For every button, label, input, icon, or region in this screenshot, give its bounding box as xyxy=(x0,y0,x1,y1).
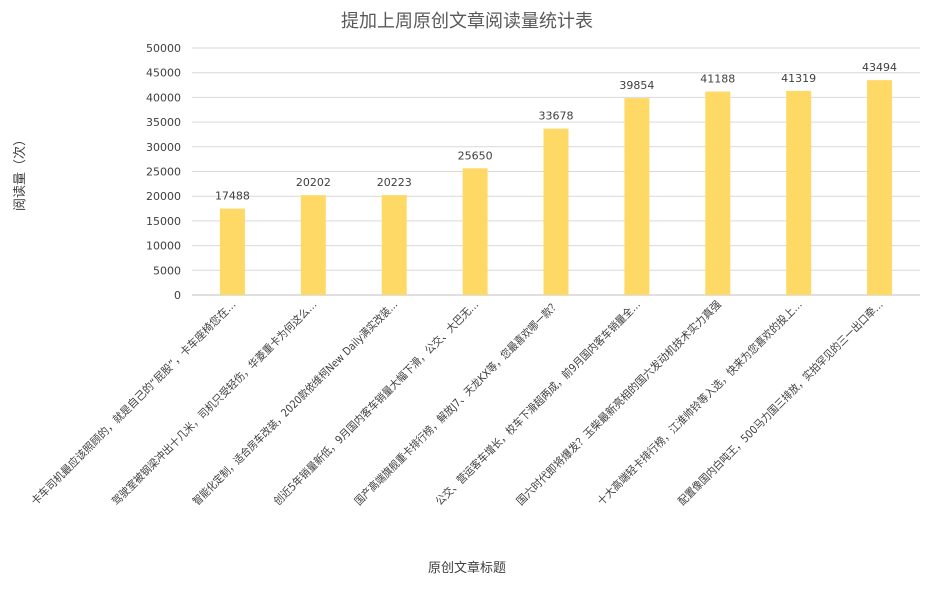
y-tick-label: 35000 xyxy=(146,116,181,129)
y-tick-label: 10000 xyxy=(146,240,181,253)
y-tick-label: 40000 xyxy=(146,91,181,104)
data-label: 41188 xyxy=(700,73,735,86)
chart-title: 提加上周原创文章阅读量统计表 xyxy=(341,11,593,32)
y-tick-label: 5000 xyxy=(153,264,181,277)
y-axis-ticks: 0 5000 10000 15000 20000 25000 30000 35000 40000… xyxy=(146,42,181,302)
x-axis-title: 原创文章标题 xyxy=(428,560,506,576)
data-label: 25650 xyxy=(458,149,493,162)
bar xyxy=(705,91,731,295)
data-label: 17488 xyxy=(215,190,250,203)
bar xyxy=(867,80,893,295)
data-label: 43494 xyxy=(862,61,897,74)
y-tick-label: 50000 xyxy=(146,42,181,55)
y-axis-title: 阅读量（次） xyxy=(12,133,28,211)
data-label: 39854 xyxy=(619,79,654,92)
bar xyxy=(543,128,569,295)
data-label: 41319 xyxy=(781,72,816,85)
bar xyxy=(300,195,326,295)
data-label: 20223 xyxy=(377,176,412,189)
y-tick-label: 45000 xyxy=(146,67,181,80)
bar xyxy=(786,90,812,295)
data-label: 20202 xyxy=(296,176,331,189)
y-tick-label: 15000 xyxy=(146,215,181,228)
x-axis-categories: 卡车司机最应该照顾的，就是自己的“屁股”，卡车座椅您在…驾驶室被钢梁冲出十几米，… xyxy=(28,297,886,508)
y-tick-label: 30000 xyxy=(146,141,181,154)
y-tick-label: 0 xyxy=(174,289,181,302)
y-tick-label: 20000 xyxy=(146,190,181,203)
data-labels: 17488 20202 20223 25650 33678 39854 41188 41319… xyxy=(215,61,897,202)
bar xyxy=(219,208,245,295)
bars xyxy=(219,80,893,295)
bar xyxy=(462,168,488,295)
bar xyxy=(624,98,650,295)
bar xyxy=(381,195,407,295)
data-label: 33678 xyxy=(539,110,574,123)
y-tick-label: 25000 xyxy=(146,166,181,179)
